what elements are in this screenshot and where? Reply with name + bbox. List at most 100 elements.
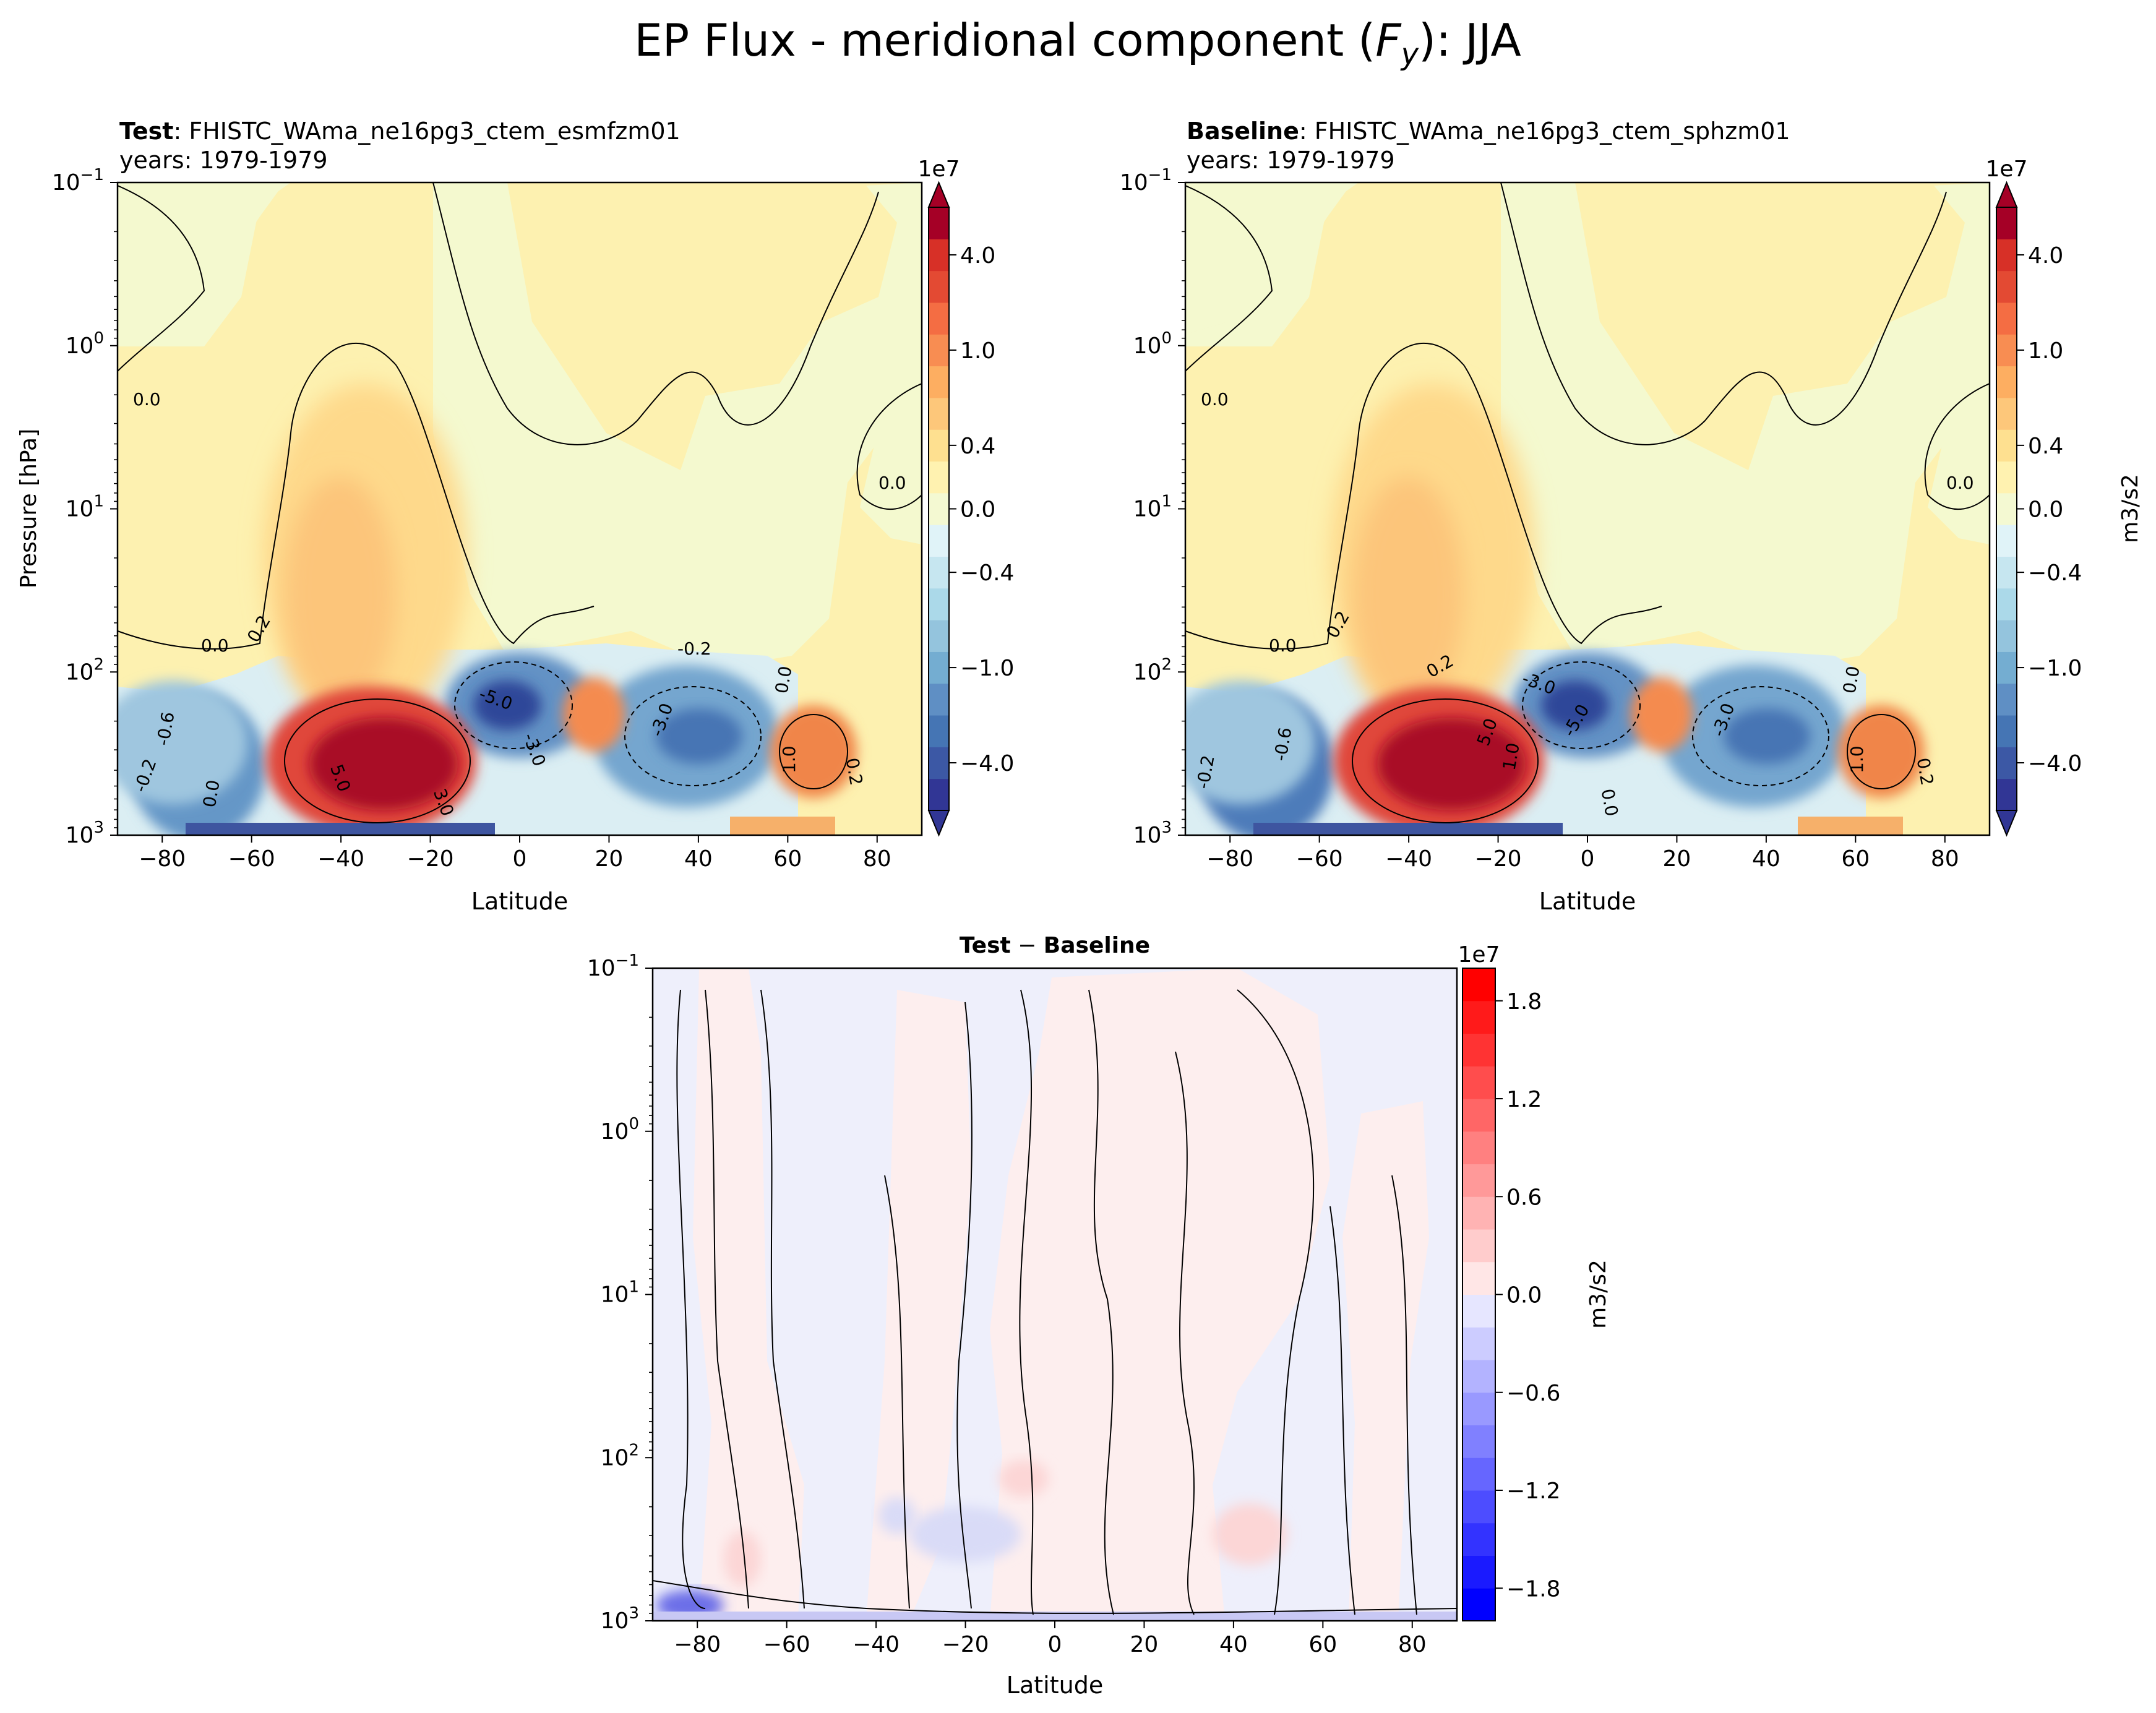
test-left-contour	[118, 185, 205, 372]
test-colorbar-segment	[929, 715, 949, 747]
test-title-bold: Test	[119, 118, 173, 145]
diff-colorbar-segment	[1462, 1425, 1495, 1458]
test-ytick-base: 10	[66, 823, 94, 848]
baseline-colorbar-segment	[1996, 429, 2017, 462]
baseline-colorbar-segment	[1996, 366, 2017, 398]
baseline-colorbar: 4.0 1.0 0.4 0.0 −0.4 −1.0 −4.0 1e7	[1986, 157, 2082, 837]
test-strat-contour	[432, 182, 879, 445]
diff-colorbar-segment	[1462, 1490, 1495, 1524]
test-contour-label: 1.0	[779, 745, 799, 773]
diff-colorbar-segment	[1462, 1392, 1495, 1425]
baseline-colorbar-extend-min	[1995, 810, 2018, 837]
baseline-ytick-base: 10	[1120, 170, 1148, 195]
baseline-contour-label: 0.0	[1946, 473, 1974, 493]
test-xlabel: Latitude	[471, 888, 568, 915]
baseline-xtick-label: −20	[1475, 846, 1522, 872]
test-contour-label: 0.0	[771, 664, 796, 695]
baseline-sh-blue-lobe-light	[1185, 680, 1315, 804]
diff-colorbar-unit: m3/s2	[1586, 1260, 1611, 1329]
test-upper-neutral-left	[118, 182, 285, 334]
test-contour-label: 0.0	[201, 635, 229, 656]
baseline-xlabel: Latitude	[1539, 888, 1636, 915]
baseline-ytick-label: 101	[1133, 492, 1172, 522]
test-contour-label: 0.2	[842, 756, 867, 787]
test-ytick-label: 101	[66, 492, 104, 522]
test-contour-label: 0.0	[133, 389, 161, 410]
diff-xlabel: Latitude	[1007, 1672, 1103, 1699]
test-nh-sub-orange	[563, 677, 625, 752]
diff-plot-area	[653, 968, 1457, 1621]
test-colorbar-tick-label: 1.0	[960, 338, 995, 364]
diff-ytick-label: 100	[601, 1115, 639, 1144]
diff-xtick-label: −40	[853, 1632, 900, 1657]
baseline-colorbar-segment	[1996, 683, 2017, 716]
baseline-panel: Baseline: FHISTC_WAma_ne16pg3_ctem_sphzm…	[1120, 118, 2143, 915]
diff-colorbar-segment	[1462, 1327, 1495, 1360]
baseline-colorbar-tick-label: −1.0	[2028, 656, 2082, 681]
diff-ytick-label: 103	[601, 1604, 639, 1634]
baseline-ytick-label: 100	[1133, 329, 1172, 359]
baseline-colorbar-segment	[1996, 525, 2017, 557]
baseline-sh-red-jet-core	[1377, 718, 1526, 810]
baseline-xaxis: −80 −60 −40 −20 0 20 40 60 80	[1206, 835, 1959, 872]
diff-ytick-exponent: −1	[616, 951, 639, 970]
diff-contour	[956, 1002, 973, 1609]
diff-xtick-label: −20	[942, 1632, 989, 1657]
baseline-colorbar-segment	[1996, 651, 2017, 684]
baseline-colorbar-segment	[1996, 492, 2017, 525]
baseline-ytick-exponent: 0	[1161, 329, 1172, 348]
diff-ytick-base: 10	[601, 1282, 629, 1308]
baseline-ytick-base: 10	[1133, 497, 1162, 522]
baseline-nhmid-contour	[1692, 686, 1829, 786]
test-colorbar-segment	[929, 207, 949, 239]
test-ytick-base: 10	[66, 497, 94, 522]
diff-colorbar-segment	[1462, 1555, 1495, 1589]
diff-contour-lines	[653, 989, 1457, 1615]
baseline-colorbar-segment	[1996, 588, 2017, 620]
diff-colorbar-segment	[1462, 1458, 1495, 1491]
test-ytick-label: 100	[66, 329, 104, 359]
test-ytick-base: 10	[66, 659, 94, 685]
diff-colorbar-tick-label: 1.2	[1506, 1087, 1542, 1112]
baseline-xtick-label: −60	[1296, 846, 1343, 872]
test-ylabel: Pressure [hPa]	[16, 429, 41, 588]
test-colorbar-segment	[929, 778, 949, 811]
baseline-ytick-base: 10	[1133, 823, 1162, 848]
baseline-contour-label: 0.0	[1839, 664, 1864, 695]
test-title-rest: : FHISTC_WAma_ne16pg3_ctem_esmfzm01	[173, 118, 680, 145]
diff-colorbar-tick-label: 1.8	[1506, 989, 1542, 1015]
test-colorbar-tick-label: 4.0	[960, 243, 995, 268]
test-sh-plume-core	[285, 476, 396, 711]
diff-colorbar-segment	[1462, 1522, 1495, 1556]
baseline-colorbar-segment	[1996, 302, 2017, 335]
test-xaxis: −80 −60 −40 −20 0 20 40 60 80	[139, 835, 891, 872]
diff-xtick-label: 80	[1398, 1632, 1427, 1657]
diff-ytick-exponent: 0	[629, 1115, 639, 1133]
baseline-xtick-label: −80	[1206, 846, 1253, 872]
test-colorbar-tick-label: −4.0	[960, 751, 1014, 776]
diff-contour	[1391, 1175, 1417, 1615]
test-filled-contours	[118, 182, 922, 835]
baseline-strat-contour	[1500, 182, 1947, 445]
diff-colorbar-segment	[1462, 1033, 1495, 1067]
test-colorbar-segment	[929, 302, 949, 335]
test-eq-contour	[454, 661, 573, 749]
figure-title: EP Flux - meridional component (Fy): JJA	[634, 14, 1521, 72]
baseline-jet-contour	[1352, 698, 1539, 823]
diff-ytick-label: 102	[601, 1441, 639, 1470]
diff-contour	[705, 989, 749, 1609]
figure-title-subscript: y	[1400, 37, 1419, 72]
baseline-colorbar-scale: 1e7	[1986, 157, 2028, 182]
baseline-colorbar-unit: m3/s2	[2118, 474, 2143, 543]
test-ytick-exponent: 2	[93, 655, 104, 674]
baseline-xtick-label: 0	[1581, 846, 1595, 872]
test-ytick-exponent: −1	[80, 166, 104, 184]
diff-colorbar-segment	[1462, 1099, 1495, 1132]
baseline-title-rest: : FHISTC_WAma_ne16pg3_ctem_sphzm01	[1299, 118, 1790, 145]
diff-contour	[1175, 1051, 1195, 1615]
test-sh-red-jet-core	[309, 718, 458, 810]
baseline-colorbar-segment	[1996, 334, 2017, 367]
diff-ytick-base: 10	[601, 1608, 629, 1634]
test-ytick-label: 102	[66, 655, 104, 685]
diff-contour	[653, 1580, 1457, 1614]
